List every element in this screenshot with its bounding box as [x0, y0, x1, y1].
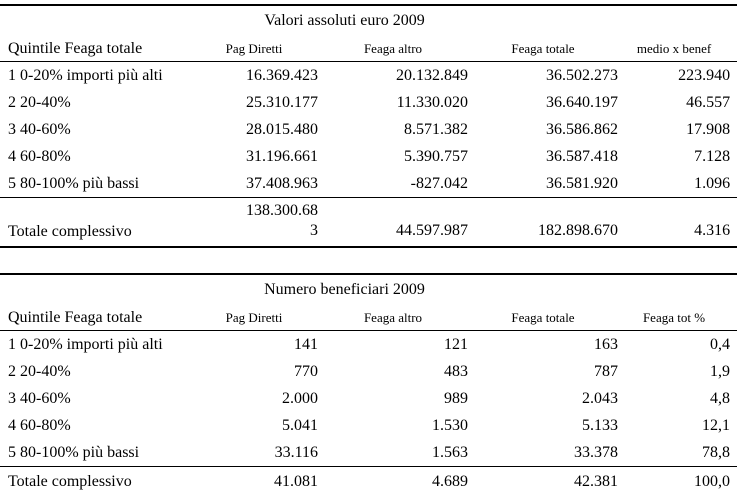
cell-value: 2.043: [582, 390, 618, 407]
title-row: Numero beneficiari 2009: [0, 274, 737, 304]
cell-value: 1.096: [694, 175, 731, 192]
cell-value: 36.587.418: [546, 148, 618, 165]
column-header-feaga-totale: Feaga totale: [468, 304, 618, 331]
table-row: 5 80-100% più bassi 33.116 1.563 33.378 …: [0, 439, 737, 467]
total-value: 41.081: [190, 466, 318, 491]
cell-value: 16.369.423: [246, 67, 318, 84]
cell-value: 0,4: [710, 336, 730, 353]
row-label: 5 80-100% più bassi: [8, 444, 140, 461]
table-row: 4 60-80% 5.041 1.530 5.133 12,1: [0, 412, 737, 439]
cell-value: 31.196.661: [246, 148, 318, 165]
cell-value: 1.530: [432, 417, 468, 434]
total-value: 42.381: [468, 466, 618, 491]
column-header-medio-x-benef: medio x benef: [618, 35, 737, 62]
total-row: Totale complessivo 41.081 4.689 42.381 1…: [0, 466, 737, 491]
row-label: 3 40-60%: [8, 121, 71, 138]
table-title: Numero beneficiari 2009: [264, 281, 425, 298]
column-header-feaga-altro: Feaga altro: [318, 304, 468, 331]
cell-value: 25.310.177: [246, 94, 318, 111]
row-label: 4 60-80%: [8, 148, 71, 165]
cell-value: 1.563: [432, 444, 468, 461]
table-title: Valori assoluti euro 2009: [264, 12, 425, 29]
title-row: Valori assoluti euro 2009: [0, 5, 737, 35]
table-row: 2 20-40% 25.310.177 11.330.020 36.640.19…: [0, 89, 737, 116]
total-label: Totale complessivo: [0, 197, 190, 247]
total-value: 100,0: [618, 466, 737, 491]
table-row: 1 0-20% importi più alti 16.369.423 20.1…: [0, 62, 737, 90]
total-value: 4.689: [318, 466, 468, 491]
row-label: 2 20-40%: [8, 363, 71, 380]
row-label: 1 0-20% importi più alti: [8, 336, 163, 353]
cell-value: 121: [444, 336, 468, 353]
total-value: 4.316: [618, 197, 737, 247]
total-row: Totale complessivo 138.300.68 3 44.597.9…: [0, 197, 737, 247]
row-label: 3 40-60%: [8, 390, 71, 407]
total-value: 44.597.987: [318, 197, 468, 247]
cell-value: 163: [594, 336, 618, 353]
row-group-header: Quintile Feaga totale: [0, 304, 190, 331]
row-label: 2 20-40%: [8, 94, 71, 111]
table-row: 5 80-100% più bassi 37.408.963 -827.042 …: [0, 170, 737, 198]
table-row: 2 20-40% 770 483 787 1,9: [0, 358, 737, 385]
cell-value: 36.581.920: [546, 175, 618, 192]
cell-value: 4,8: [710, 390, 730, 407]
cell-value: 36.640.197: [546, 94, 618, 111]
table-valori-assoluti-2009: Valori assoluti euro 2009 Quintile Feaga…: [0, 4, 737, 248]
column-header-feaga-altro: Feaga altro: [318, 35, 468, 62]
header-row: Quintile Feaga totale Pag Diretti Feaga …: [0, 304, 737, 331]
cell-value: 2.000: [282, 390, 318, 407]
cell-value: 770: [294, 363, 318, 380]
column-header-feaga-totale: Feaga totale: [468, 35, 618, 62]
cell-value: 5.133: [582, 417, 618, 434]
row-label: 4 60-80%: [8, 417, 71, 434]
cell-value: 28.015.480: [246, 121, 318, 138]
table-row: 1 0-20% importi più alti 141 121 163 0,4: [0, 331, 737, 359]
cell-value: 223.940: [678, 67, 731, 84]
cell-value: 5.041: [282, 417, 318, 434]
row-label: 5 80-100% più bassi: [8, 175, 140, 192]
cell-value: 7.128: [694, 148, 731, 165]
cell-value: 17.908: [686, 121, 731, 138]
header-row: Quintile Feaga totale Pag Diretti Feaga …: [0, 35, 737, 62]
cell-value: 20.132.849: [396, 67, 468, 84]
cell-value: -827.042: [410, 175, 468, 192]
cell-value: 989: [444, 390, 468, 407]
total-value: 138.300.68 3: [190, 197, 318, 247]
cell-value: 5.390.757: [404, 148, 468, 165]
cell-value: 787: [594, 363, 618, 380]
cell-value: 33.116: [274, 444, 318, 461]
table-row: 4 60-80% 31.196.661 5.390.757 36.587.418…: [0, 143, 737, 170]
table-numero-beneficiari-2009: Numero beneficiari 2009 Quintile Feaga t…: [0, 273, 737, 491]
cell-value: 78,8: [702, 444, 730, 461]
column-header-feaga-tot-pct: Feaga tot %: [618, 304, 737, 331]
row-group-header: Quintile Feaga totale: [0, 35, 190, 62]
table-row: 3 40-60% 2.000 989 2.043 4,8: [0, 385, 737, 412]
cell-value: 33.378: [574, 444, 618, 461]
cell-value: 141: [294, 336, 318, 353]
column-header-pag-diretti: Pag Diretti: [190, 304, 318, 331]
cell-value: 12,1: [702, 417, 730, 434]
cell-value: 36.586.862: [546, 121, 618, 138]
table-row: 3 40-60% 28.015.480 8.571.382 36.586.862…: [0, 116, 737, 143]
cell-value: 8.571.382: [404, 121, 468, 138]
total-value: 182.898.670: [468, 197, 618, 247]
cell-value: 46.557: [686, 94, 731, 111]
cell-value: 36.502.273: [546, 67, 618, 84]
total-label: Totale complessivo: [0, 466, 190, 491]
cell-value: 1,9: [710, 363, 730, 380]
cell-value: 11.330.020: [396, 94, 468, 111]
row-label: 1 0-20% importi più alti: [8, 67, 163, 84]
column-header-pag-diretti: Pag Diretti: [190, 35, 318, 62]
cell-value: 483: [444, 363, 468, 380]
cell-value: 37.408.963: [246, 175, 318, 192]
